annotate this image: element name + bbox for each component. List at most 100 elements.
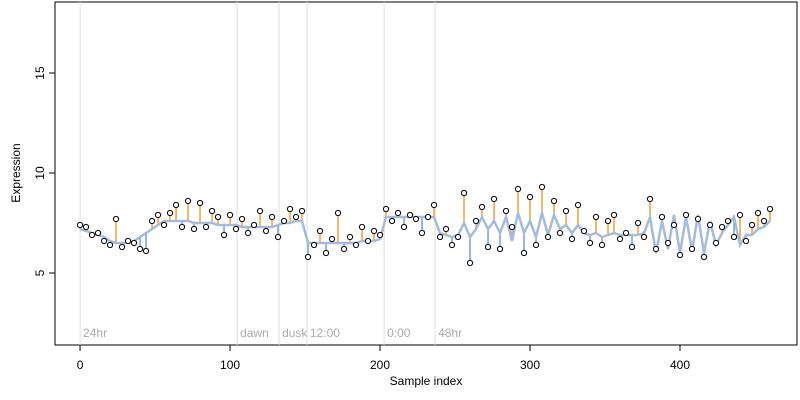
point — [106, 241, 114, 249]
point — [160, 221, 168, 229]
point — [508, 223, 516, 231]
point — [556, 229, 564, 237]
y-axis-label: Expression — [9, 143, 23, 202]
point — [370, 227, 378, 235]
x-tick-label: 200 — [370, 358, 390, 372]
point — [82, 223, 90, 231]
point — [610, 211, 618, 219]
point — [328, 235, 336, 243]
annotation-label: 48hr — [438, 326, 462, 340]
point — [646, 195, 654, 203]
point — [688, 245, 696, 253]
point — [118, 243, 126, 251]
point — [574, 201, 582, 209]
point — [124, 237, 132, 245]
point — [466, 259, 474, 267]
point — [304, 253, 312, 261]
point — [214, 213, 222, 221]
point — [448, 241, 456, 249]
point — [748, 221, 756, 229]
point — [616, 235, 624, 243]
point — [712, 239, 720, 247]
point — [88, 231, 96, 239]
annotation-label: 0:00 — [387, 326, 411, 340]
x-tick-label: 0 — [77, 358, 84, 372]
point — [520, 249, 528, 257]
point — [676, 251, 684, 259]
point — [358, 223, 366, 231]
point — [280, 217, 288, 225]
point — [364, 237, 372, 245]
y-tick-label: 15 — [33, 66, 47, 80]
point — [298, 207, 306, 215]
point — [628, 243, 636, 251]
point — [766, 205, 774, 213]
point — [484, 243, 492, 251]
point — [406, 211, 414, 219]
point — [178, 223, 186, 231]
point — [550, 197, 558, 205]
point — [196, 199, 204, 207]
point — [322, 249, 330, 257]
point — [700, 253, 708, 261]
point — [220, 231, 228, 239]
point — [592, 213, 600, 221]
point — [274, 233, 282, 241]
point — [172, 201, 180, 209]
point — [652, 245, 660, 253]
point — [226, 211, 234, 219]
point — [232, 225, 240, 233]
point — [94, 229, 102, 237]
plot-frame — [54, 1, 798, 346]
point — [268, 213, 276, 221]
x-tick-label: 400 — [670, 358, 690, 372]
annotation-label: 24hr — [83, 326, 107, 340]
point — [418, 229, 426, 237]
point — [442, 225, 450, 233]
point — [136, 245, 144, 253]
point — [154, 211, 162, 219]
point — [262, 227, 270, 235]
point — [724, 217, 732, 225]
point — [532, 241, 540, 249]
point — [286, 205, 294, 213]
point — [76, 221, 84, 229]
point — [394, 209, 402, 217]
point — [730, 233, 738, 241]
point — [736, 211, 744, 219]
point — [400, 223, 408, 231]
point — [376, 231, 384, 239]
point — [658, 213, 666, 221]
point — [598, 241, 606, 249]
point — [166, 209, 174, 217]
point — [544, 233, 552, 241]
point — [100, 237, 108, 245]
point — [202, 223, 210, 231]
x-tick-label: 300 — [520, 358, 540, 372]
point — [340, 245, 348, 253]
point — [604, 217, 612, 225]
point — [670, 221, 678, 229]
point — [238, 215, 246, 223]
point — [250, 221, 258, 229]
annotation-label: dawn — [240, 326, 269, 340]
point — [256, 207, 264, 215]
point — [562, 207, 570, 215]
point — [664, 239, 672, 247]
point — [514, 185, 522, 193]
y-tick-label: 5 — [33, 269, 47, 276]
point — [208, 207, 216, 215]
point — [640, 233, 648, 241]
point — [760, 217, 768, 225]
point — [568, 235, 576, 243]
point — [478, 203, 486, 211]
x-axis-label: Sample index — [390, 374, 463, 388]
point — [472, 217, 480, 225]
point — [112, 215, 120, 223]
point — [742, 237, 750, 245]
point — [334, 209, 342, 217]
point — [244, 229, 252, 237]
point — [142, 247, 150, 255]
